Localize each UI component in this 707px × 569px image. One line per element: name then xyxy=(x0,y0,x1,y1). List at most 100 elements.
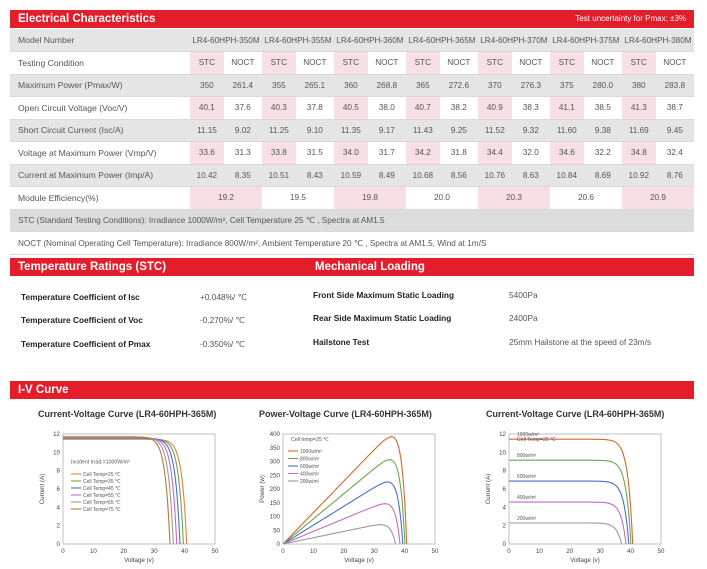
curve-label: 800w/m² xyxy=(517,453,537,459)
legend-label: Cell Temp=55 ℃ xyxy=(83,493,121,499)
value-cell: 8.43 xyxy=(295,164,334,187)
value-cell: 31.3 xyxy=(223,141,262,165)
value-cell: 11.43 xyxy=(405,119,440,142)
condition-cell: NOCT xyxy=(511,51,550,75)
y-tick-label: 2 xyxy=(57,523,61,530)
plot-area xyxy=(282,433,436,545)
x-tick-label: 40 xyxy=(401,548,408,555)
value-cell: 34.6 xyxy=(549,141,584,165)
mechanical-label: Front Side Maximum Static Loading xyxy=(313,290,455,300)
chart1-title: Current-Voltage Curve (LR4-60HPH-365M) xyxy=(38,409,217,419)
efficiency-cell: 20.6 xyxy=(549,186,622,210)
y-tick-label: 4 xyxy=(57,504,61,511)
row-label: Maximum Power (Pmax/W) xyxy=(10,74,190,97)
value-cell: 365 xyxy=(405,74,440,97)
stc-note: STC (Standard Testing Conditions): Irrad… xyxy=(10,209,694,232)
value-cell: 33.6 xyxy=(190,141,224,165)
value-cell: 8.49 xyxy=(367,164,406,187)
value-cell: 9.02 xyxy=(223,119,262,142)
condition-cell: NOCT xyxy=(439,51,478,75)
value-cell: 265.1 xyxy=(295,74,334,97)
condition-cell: NOCT xyxy=(655,51,694,75)
value-cell: 261.4 xyxy=(223,74,262,97)
electrical-title: Electrical Characteristics xyxy=(18,13,156,25)
y-tick-label: 100 xyxy=(270,514,281,521)
value-cell: 9.10 xyxy=(295,119,334,142)
mechanical-value: 25mm Hailstone at the speed of 23m/s xyxy=(509,337,652,347)
x-tick-label: 10 xyxy=(536,548,543,555)
row-label: Module Efficiency(%) xyxy=(10,186,190,210)
table-row: Current at Maximum Power (Imp/A) 10.42 8.3… xyxy=(10,164,694,187)
value-cell: 34.0 xyxy=(333,141,368,165)
row-label: Open Circuit Voltage (Voc/V) xyxy=(10,96,190,120)
series-line xyxy=(509,438,634,545)
value-cell: 8.76 xyxy=(655,164,694,187)
y-tick-label: 200 xyxy=(270,486,281,493)
value-cell: 380 xyxy=(621,74,656,97)
mechanical-label: Rear Side Maximum Static Loading xyxy=(313,313,452,323)
y-tick-label: 300 xyxy=(270,459,281,466)
value-cell: 34.2 xyxy=(405,141,440,165)
value-cell: 10.84 xyxy=(549,164,584,187)
x-tick-label: 40 xyxy=(627,548,634,555)
y-tick-label: 10 xyxy=(53,449,60,456)
legend-label: Cell Temp=35 ℃ xyxy=(83,479,121,485)
value-cell: 10.92 xyxy=(621,164,656,187)
y-tick-label: 400 xyxy=(270,431,281,438)
condition-cell: STC xyxy=(261,51,296,75)
value-cell: 9.45 xyxy=(655,119,694,142)
value-cell: 40.9 xyxy=(477,96,512,120)
x-tick-label: 0 xyxy=(281,548,285,555)
value-cell: 32.4 xyxy=(655,141,694,165)
series-line xyxy=(509,480,630,545)
condition-cell: NOCT xyxy=(223,51,262,75)
temperature-title: Temperature Ratings (STC) xyxy=(18,261,167,273)
condition-cell: STC xyxy=(621,51,656,75)
axes: 0 10 20 30 40 50 0 2 4 6 8 10 12 Voltage (v) Current (… xyxy=(485,431,665,564)
chart-annotation: Incident Irrad.=1000W/m² xyxy=(71,460,130,466)
temperature-value: -0.350%/ ℃ xyxy=(200,339,245,349)
curve-label: 400w/m² xyxy=(517,495,537,501)
condition-cell: STC xyxy=(190,51,224,75)
value-cell: 272.6 xyxy=(439,74,478,97)
axes: 0 10 20 30 40 50 0 50 100 150 200 250 300 350 400 Volta… xyxy=(259,431,439,564)
x-axis-label: Voltage (v) xyxy=(570,557,600,564)
iv-title: I-V Curve xyxy=(18,384,69,396)
model-cell: LR4-60HPH-370M xyxy=(477,29,550,52)
value-cell: 10.51 xyxy=(261,164,296,187)
legend-label: Cell Temp=75 ℃ xyxy=(83,507,121,513)
value-cell: 31.5 xyxy=(295,141,334,165)
legend-label: Cell Temp=65 ℃ xyxy=(83,500,121,506)
value-cell: 11.60 xyxy=(549,119,584,142)
temperature-value: -0.270%/ ℃ xyxy=(200,315,245,325)
chart-annotation: Cell temp=25 ℃ xyxy=(291,437,329,443)
x-tick-label: 20 xyxy=(566,548,573,555)
value-cell: 360 xyxy=(333,74,368,97)
efficiency-cell: 19.5 xyxy=(261,186,334,210)
series-line xyxy=(509,501,627,545)
y-axis-label: Current (A) xyxy=(39,474,46,505)
value-cell: 9.32 xyxy=(511,119,550,142)
x-tick-label: 30 xyxy=(371,548,378,555)
value-cell: 283.8 xyxy=(655,74,694,97)
x-tick-label: 0 xyxy=(507,548,511,555)
series-line xyxy=(63,436,171,545)
value-cell: 41.3 xyxy=(621,96,656,120)
curve-label: 200w/m² xyxy=(517,516,537,522)
value-cell: 350 xyxy=(190,74,224,97)
plot-area xyxy=(62,433,216,545)
y-axis-label: Current (A) xyxy=(485,474,492,505)
table-row: Voltage at Maximum Power (Vmp/V) 33.6 31.3… xyxy=(10,141,694,165)
value-cell: 11.35 xyxy=(333,119,368,142)
table-row: Open Circuit Voltage (Voc/V) 40.1 37.6 40.3… xyxy=(10,96,694,120)
stc-note-row: STC (Standard Testing Conditions): Irrad… xyxy=(10,209,694,232)
x-tick-label: 50 xyxy=(432,548,439,555)
chart3-title: Current-Voltage Curve (LR4-60HPH-365M) xyxy=(486,409,665,419)
efficiency-cell: 19.8 xyxy=(333,186,406,210)
y-tick-label: 0 xyxy=(277,541,281,548)
efficiency-cell: 20.3 xyxy=(477,186,550,210)
curve-label: 1000w/m² xyxy=(517,432,539,438)
row-label: Testing Condition xyxy=(10,51,190,75)
model-row: Model Number LR4-60HPH-350M LR4-60HPH-355M… xyxy=(10,29,694,52)
value-cell: 40.7 xyxy=(405,96,440,120)
